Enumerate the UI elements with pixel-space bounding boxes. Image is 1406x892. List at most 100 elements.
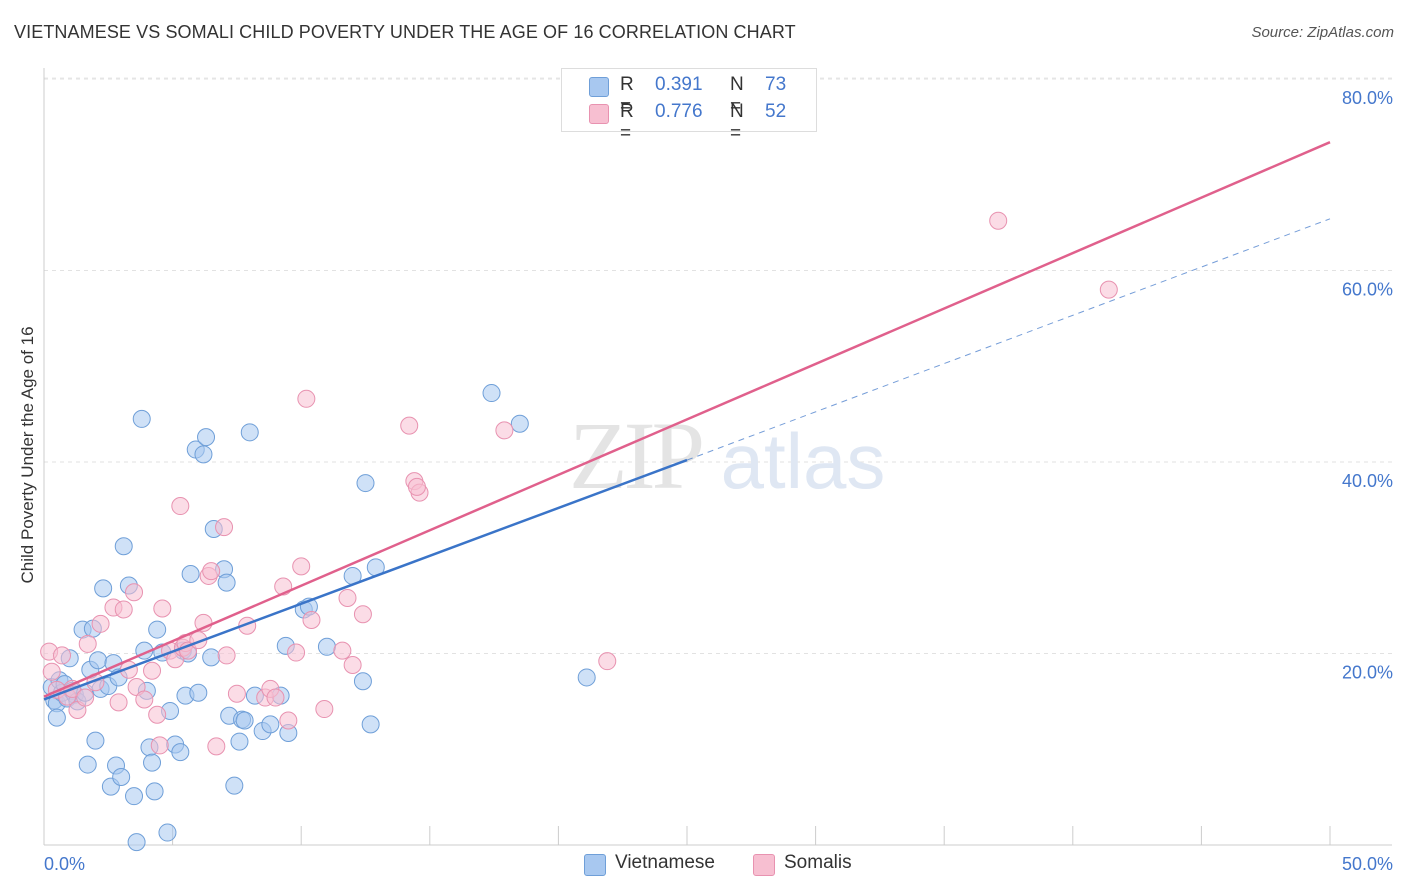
- legend-r-label: R =: [620, 101, 634, 144]
- tick-labels: 20.0% 40.0% 60.0% 80.0% 0.0% 50.0%: [44, 88, 1393, 874]
- vietnamese-point-36: [145, 782, 164, 801]
- somali-point-3: [53, 646, 72, 665]
- vietnamese-point-26: [112, 768, 131, 787]
- somali-point-42: [287, 643, 306, 662]
- somali-point-55: [598, 652, 617, 671]
- somali-point-39: [266, 688, 285, 707]
- vietnamese-point-20: [94, 579, 113, 598]
- vietnamese-point-59: [235, 711, 254, 730]
- vietnamese-point-76: [356, 474, 375, 493]
- somali-point-24: [171, 497, 190, 516]
- vietnamese-point-74: [510, 414, 529, 433]
- vietnamese-point-42: [171, 743, 190, 762]
- somali-point-56: [495, 421, 514, 440]
- legend-r-label: R =: [620, 74, 634, 117]
- vietnamese-point-71: [353, 672, 372, 691]
- vietnamese-point-48: [189, 683, 208, 702]
- vietnamese-point-35: [143, 753, 162, 772]
- vietnamese-point-72: [361, 715, 380, 734]
- bottom-legend-swatch-vietnamese: [584, 854, 606, 876]
- vietnamese-point-73: [482, 384, 501, 403]
- legend-r-value: 0.776: [655, 101, 703, 122]
- somali-point-34: [217, 646, 236, 665]
- somali-point-54: [407, 477, 426, 496]
- somali-point-45: [302, 610, 321, 629]
- vietnamese-point-10: [47, 708, 66, 727]
- bottom-legend-label-somalis: Somalis: [784, 852, 852, 873]
- somali-point-43: [292, 557, 311, 576]
- somali-point-31: [202, 562, 221, 581]
- grid-lines: [44, 77, 1392, 654]
- x-tick-label-max: 50.0%: [1342, 854, 1393, 874]
- axes: [43, 68, 1392, 846]
- watermark-atlas: atlas: [721, 417, 886, 505]
- somali-point-46: [315, 700, 334, 719]
- legend-swatch-somalis: [589, 104, 609, 124]
- legend-n-label: N =: [730, 101, 744, 144]
- vietnamese-point-75: [577, 668, 596, 687]
- y-tick-label-80: 80.0%: [1342, 88, 1393, 108]
- vietnamese-point-49: [194, 445, 213, 464]
- somali-point-35: [227, 684, 246, 703]
- somali-point-21: [153, 599, 172, 618]
- vietnamese-point-18: [89, 651, 108, 670]
- legend-swatch-vietnamese: [589, 77, 609, 97]
- x-tick-label-min: 0.0%: [44, 854, 85, 874]
- somali-point-58: [1099, 280, 1118, 299]
- legend-n-value: 73: [765, 74, 787, 95]
- vietnamese-point-50: [197, 428, 216, 447]
- legend-r-value: 0.391: [655, 74, 703, 95]
- vietnamese-point-69: [317, 637, 336, 656]
- somali-point-15: [125, 583, 144, 602]
- somali-point-33: [215, 518, 234, 537]
- somali-point-47: [333, 641, 352, 660]
- watermark-zip: ZIP: [569, 402, 702, 509]
- vietnamese-point-54: [217, 573, 236, 592]
- somali-point-49: [343, 655, 362, 674]
- vietnamese-point-30: [127, 833, 146, 852]
- vietnamese-point-37: [148, 620, 167, 639]
- vietnamese-point-63: [261, 715, 280, 734]
- somali-point-10: [91, 614, 110, 633]
- vietnamese-point-14: [78, 755, 97, 774]
- vietnamese-trend-extension: [686, 218, 1331, 461]
- watermark: ZIP atlas: [569, 402, 885, 509]
- vietnamese-point-17: [86, 731, 105, 750]
- vietnamese-point-51: [202, 648, 221, 667]
- somali-point-19: [148, 705, 167, 724]
- somali-point-13: [114, 600, 133, 619]
- vietnamese-point-46: [181, 565, 200, 584]
- vietnamese-point-60: [240, 423, 259, 442]
- correlation-legend: R = 0.391 N = 73 R = 0.776 N = 52: [561, 68, 817, 144]
- source-label: Source: ZipAtlas.com: [1251, 24, 1394, 41]
- vietnamese-point-57: [230, 732, 249, 751]
- y-tick-label-40: 40.0%: [1342, 471, 1393, 491]
- somali-point-51: [400, 416, 419, 435]
- somali-point-41: [279, 711, 298, 730]
- somali-point-17: [135, 690, 154, 709]
- somali-point-50: [353, 605, 372, 624]
- vietnamese-point-39: [158, 823, 177, 842]
- somali-trend-line: [43, 141, 1331, 698]
- somali-points: [40, 211, 1118, 756]
- y-tick-label-20: 20.0%: [1342, 663, 1393, 683]
- somali-point-20: [150, 736, 169, 755]
- vietnamese-point-29: [125, 787, 144, 806]
- somali-point-8: [78, 634, 97, 653]
- trend-lines: [43, 141, 1331, 701]
- somali-point-7: [76, 688, 95, 707]
- somali-point-44: [297, 389, 316, 408]
- somali-point-32: [207, 737, 226, 756]
- bottom-legend-label-vietnamese: Vietnamese: [615, 852, 715, 873]
- chart-title: VIETNAMESE VS SOMALI CHILD POVERTY UNDER…: [14, 22, 796, 42]
- y-tick-label-60: 60.0%: [1342, 280, 1393, 300]
- somali-point-12: [109, 693, 128, 712]
- somali-point-18: [143, 661, 162, 680]
- vietnamese-point-56: [225, 776, 244, 795]
- vietnamese-point-31: [132, 409, 151, 428]
- legend-n-value: 52: [765, 101, 787, 122]
- somali-point-1: [42, 662, 61, 681]
- somali-point-48: [338, 588, 357, 607]
- somali-point-57: [989, 211, 1008, 230]
